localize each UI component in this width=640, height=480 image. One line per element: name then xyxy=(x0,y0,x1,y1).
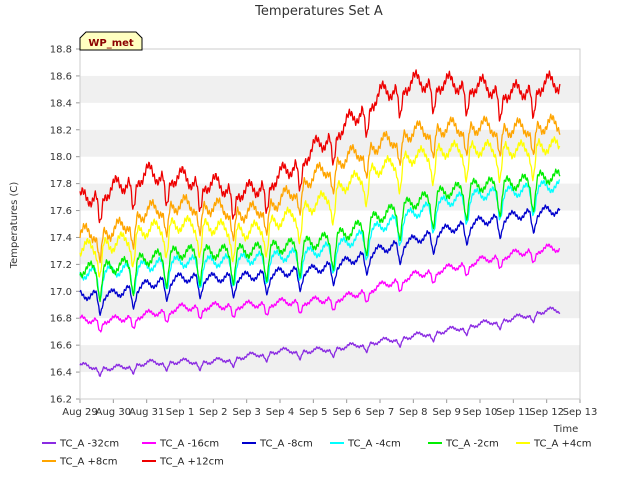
legend-label: TC_A +4cm xyxy=(533,439,592,450)
x-tick-label: Sep 2 xyxy=(199,407,227,418)
x-tick-label: Sep 10 xyxy=(463,407,498,418)
y-tick-label: 18.8 xyxy=(50,45,72,56)
y-tick-label: 17.2 xyxy=(50,260,72,271)
y-tick-label: 18.2 xyxy=(50,125,72,136)
x-tick-label: Sep 7 xyxy=(366,407,394,418)
series-lines xyxy=(79,69,561,377)
x-tick-label: Sep 9 xyxy=(432,407,460,418)
badge-label: WP_met xyxy=(88,38,134,49)
x-tick-label: Aug 31 xyxy=(129,407,164,418)
series-line-5 xyxy=(79,136,561,278)
x-tick-label: Sep 11 xyxy=(496,407,531,418)
y-axis-label: Temperatures (C) xyxy=(9,182,20,270)
chart-title: Temperatures Set A xyxy=(254,4,383,19)
y-tick-label: 18.6 xyxy=(50,71,72,82)
x-tick-label: Sep 5 xyxy=(299,407,327,418)
wp-met-badge: WP_met xyxy=(79,31,143,51)
y-tick-label: 17.8 xyxy=(50,179,72,190)
grid-band xyxy=(80,291,580,319)
y-tick-label: 16.4 xyxy=(50,368,72,379)
y-tick-label: 16.8 xyxy=(50,314,72,325)
legend-label: TC_A -4cm xyxy=(347,439,401,450)
series-line-7 xyxy=(79,69,561,224)
legend-label: TC_A -2cm xyxy=(445,439,499,450)
x-tick-label: Sep 12 xyxy=(529,407,564,418)
x-tick-label: Sep 13 xyxy=(563,407,598,418)
x-tick-label: Aug 30 xyxy=(96,407,131,418)
series-line-2 xyxy=(79,204,561,316)
legend: TC_A -32cm TC_A -16cm TC_A -8cm TC_A -4cm TC… xyxy=(42,439,592,468)
legend-label: TC_A -16cm xyxy=(159,439,219,450)
x-tick-label: Sep 3 xyxy=(232,407,260,418)
x-tick-label: Aug 29 xyxy=(62,407,97,418)
legend-label: TC_A +8cm xyxy=(59,457,118,468)
legend-label: TC_A -8cm xyxy=(259,439,313,450)
y-tick-label: 18.0 xyxy=(50,152,72,163)
y-tick-label: 16.6 xyxy=(50,341,72,352)
x-tick-label: Sep 4 xyxy=(266,407,294,418)
y-tick-label: 17.6 xyxy=(50,206,72,217)
x-axis-label: Time xyxy=(553,424,578,435)
y-tick-label: 18.4 xyxy=(50,98,72,109)
plot-area xyxy=(79,48,581,400)
y-tick-label: 16.2 xyxy=(50,395,72,406)
y-axis-ticks: 16.2 16.4 16.6 16.8 17.0 17.2 17.4 17.6 17.8 18.0… xyxy=(50,45,80,406)
legend-label: TC_A -32cm xyxy=(59,439,119,450)
y-tick-label: 17.0 xyxy=(50,287,72,298)
series-line-4 xyxy=(79,168,561,303)
x-tick-label: Sep 6 xyxy=(332,407,360,418)
grid-band xyxy=(80,345,580,373)
series-line-1 xyxy=(79,243,560,333)
legend-label: TC_A +12cm xyxy=(159,457,224,468)
x-tick-label: Sep 8 xyxy=(399,407,427,418)
series-line-6 xyxy=(79,113,561,264)
series-line-0 xyxy=(79,306,561,377)
y-tick-label: 17.4 xyxy=(50,233,72,244)
x-tick-label: Sep 1 xyxy=(166,407,194,418)
